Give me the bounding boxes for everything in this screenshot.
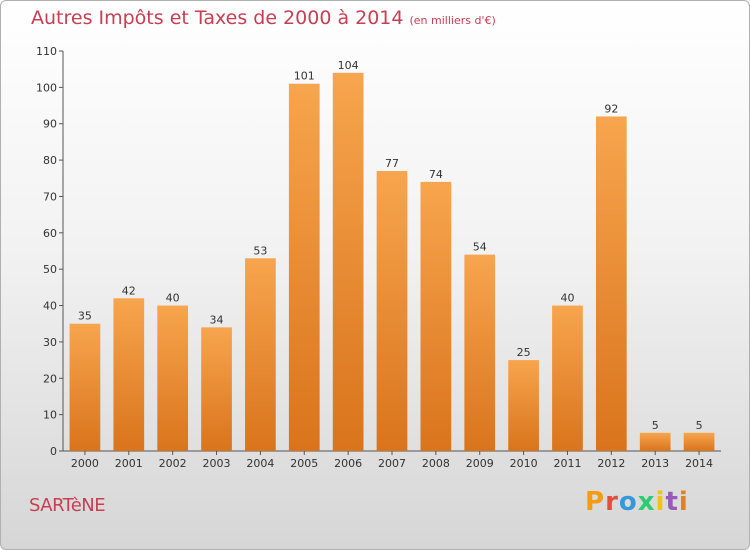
y-tick-label: 10 [43, 409, 57, 422]
bar-2012[interactable] [595, 116, 627, 452]
value-label-2001: 42 [122, 284, 136, 297]
value-label-2014: 5 [696, 419, 703, 432]
x-tick-label-2014: 2014 [685, 457, 713, 470]
y-tick-label: 40 [43, 300, 57, 313]
value-label-2002: 40 [166, 292, 180, 305]
chart-title-text: Autres Impôts et Taxes de 2000 à 2014 [31, 7, 404, 29]
y-tick-label: 60 [43, 227, 57, 240]
value-label-2013: 5 [652, 419, 659, 432]
value-label-2012: 92 [604, 102, 618, 115]
x-tick-label-2003: 2003 [203, 457, 231, 470]
x-tick-label-2012: 2012 [597, 457, 625, 470]
value-label-2009: 54 [473, 241, 487, 254]
value-label-2000: 35 [78, 310, 92, 323]
value-label-2004: 53 [253, 244, 267, 257]
bar-2003[interactable] [201, 327, 232, 451]
value-label-2007: 77 [385, 157, 399, 170]
bar-2004[interactable] [245, 258, 276, 451]
bar-2014[interactable] [683, 432, 715, 451]
brand-letter: P [585, 487, 606, 517]
bars [69, 72, 715, 452]
bar-2002[interactable] [157, 305, 189, 451]
y-tick-label: 0 [50, 445, 57, 458]
bar-2011[interactable] [552, 305, 583, 451]
x-tick-label-2011: 2011 [553, 457, 581, 470]
x-tick-label-2004: 2004 [246, 457, 274, 470]
brand-letter: i [655, 487, 666, 517]
chart-subtitle: (en milliers d'€) [409, 14, 496, 27]
chart-title: Autres Impôts et Taxes de 2000 à 2014 (en… [31, 7, 496, 29]
bar-2001[interactable] [113, 298, 145, 451]
brand-letter: i [678, 487, 689, 517]
x-tick-label-2007: 2007 [378, 457, 406, 470]
brand-letter: t [665, 487, 679, 517]
bar-2006[interactable] [332, 72, 364, 452]
value-label-2005: 101 [294, 70, 315, 83]
value-label-2011: 40 [560, 292, 574, 305]
bar-2009[interactable] [464, 254, 496, 451]
brand-logo[interactable]: Proxiti [585, 487, 689, 517]
y-tick-label: 80 [43, 154, 57, 167]
place-name: SARTèNE [29, 495, 106, 516]
brand-letter: r [605, 487, 619, 517]
x-tick-label-2013: 2013 [641, 457, 669, 470]
x-tick-label-2002: 2002 [159, 457, 187, 470]
y-tick-label: 50 [43, 263, 57, 276]
bar-2013[interactable] [639, 432, 671, 451]
x-tick-label-2009: 2009 [466, 457, 494, 470]
x-tick-label-2006: 2006 [334, 457, 362, 470]
y-tick-label: 100 [36, 81, 57, 94]
x-tick-label-2010: 2010 [510, 457, 538, 470]
value-label-2010: 25 [517, 346, 531, 359]
value-label-2008: 74 [429, 168, 443, 181]
bar-2007[interactable] [376, 171, 408, 451]
brand-letter: o [618, 487, 638, 517]
x-tick-label-2000: 2000 [71, 457, 99, 470]
x-tick-label-2005: 2005 [290, 457, 318, 470]
y-tick-label: 90 [43, 118, 57, 131]
x-tick-label-2001: 2001 [115, 457, 143, 470]
y-tick-label: 70 [43, 190, 57, 203]
bar-2005[interactable] [288, 83, 320, 452]
y-tick-label: 30 [43, 336, 57, 349]
data-labels: 35 42 40 34 53 101 104 77 74 54 25 40 92 5 5 [78, 59, 703, 432]
y-tick-label: 20 [43, 372, 57, 385]
x-tick-label-2008: 2008 [422, 457, 450, 470]
y-tick-label: 110 [36, 45, 57, 58]
brand-letter: x [637, 487, 656, 517]
value-label-2006: 104 [338, 59, 359, 72]
bar-2008[interactable] [420, 181, 452, 451]
bar-2000[interactable] [69, 323, 101, 451]
bar-2010[interactable] [508, 360, 539, 451]
value-label-2003: 34 [210, 313, 224, 326]
